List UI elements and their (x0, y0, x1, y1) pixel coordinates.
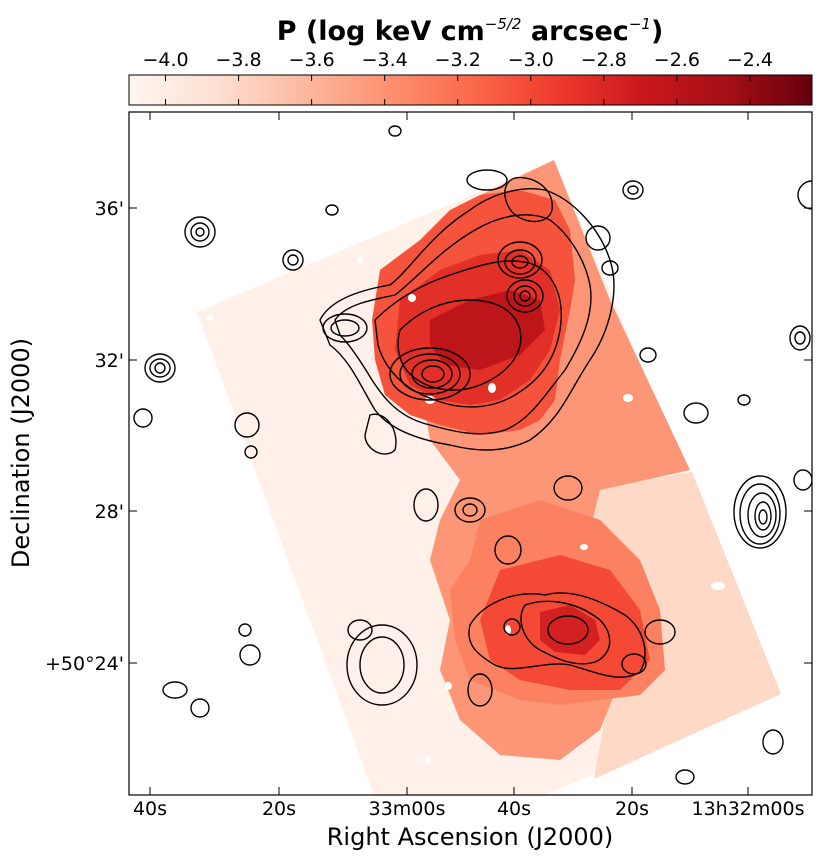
colorbar-tick-label: −2.8 (581, 49, 627, 71)
colorbar-tick-label: −3.4 (362, 49, 408, 71)
colorbar (128, 74, 813, 106)
x-axis-label: Right Ascension (J2000) (327, 823, 614, 851)
x-axis-ticks: 40s 20s 33m00s 40s 20s 13h32m00s (133, 112, 805, 820)
colorbar-title: P (log keV cm−5/2 arcsec−1) (277, 15, 664, 47)
y-axis-ticks: 36' 32' 28' +50°24' (45, 198, 812, 675)
x-tick-label: 20s (615, 798, 649, 820)
colorbar-tick-label: −2.6 (654, 49, 700, 71)
region-south-peak (540, 605, 600, 655)
y-tick-label: 36' (95, 198, 124, 220)
y-axis-label: Declination (J2000) (7, 338, 35, 568)
x-tick-label: 40s (497, 798, 531, 820)
region-lower-right-field (585, 472, 781, 779)
y-tick-label: 28' (95, 501, 124, 523)
x-tick-label: 20s (262, 798, 296, 820)
heatmap-image (133, 125, 812, 795)
colorbar-tick-label: −2.4 (727, 49, 773, 71)
y-tick-label: 32' (95, 350, 124, 372)
x-tick-label: 33m00s (369, 798, 446, 820)
colorbar-tick-label: −3.0 (508, 49, 554, 71)
colorbar-ticks: −4.0 −3.8 −3.6 −3.4 −3.2 −3.0 −2.8 −2.6 −2.4 (142, 49, 773, 105)
x-tick-label: 40s (133, 798, 167, 820)
radio-contours (133, 125, 812, 785)
plot-frame (128, 111, 813, 796)
y-tick-label: +50°24' (45, 653, 124, 675)
colorbar-tick-label: −3.2 (435, 49, 481, 71)
x-tick-label: 13h32m00s (692, 798, 805, 820)
colorbar-tick-label: −3.8 (216, 49, 262, 71)
colorbar-tick-label: −3.6 (289, 49, 335, 71)
colorbar-tick-label: −4.0 (142, 49, 188, 71)
